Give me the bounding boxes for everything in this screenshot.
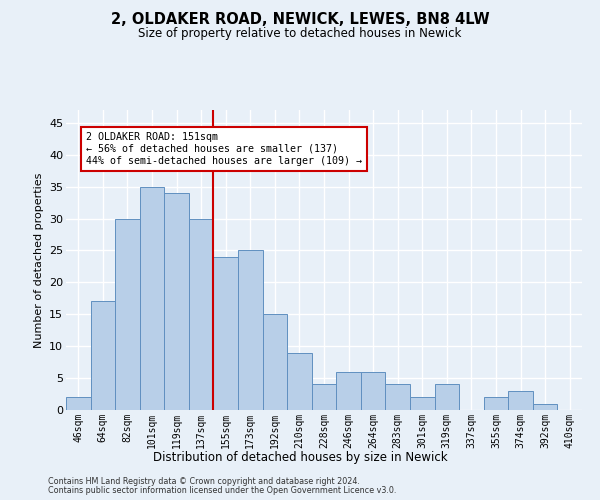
Bar <box>189 218 214 410</box>
Bar <box>434 384 459 410</box>
Text: 2 OLDAKER ROAD: 151sqm
← 56% of detached houses are smaller (137)
44% of semi-de: 2 OLDAKER ROAD: 151sqm ← 56% of detached… <box>86 132 362 166</box>
Bar <box>336 372 361 410</box>
Bar <box>238 250 263 410</box>
Bar <box>410 397 434 410</box>
Bar <box>508 391 533 410</box>
Bar <box>287 352 312 410</box>
Bar <box>140 186 164 410</box>
Bar <box>164 193 189 410</box>
Bar <box>91 302 115 410</box>
Bar <box>361 372 385 410</box>
Bar <box>263 314 287 410</box>
Y-axis label: Number of detached properties: Number of detached properties <box>34 172 44 348</box>
Bar <box>385 384 410 410</box>
Bar <box>533 404 557 410</box>
Text: 2, OLDAKER ROAD, NEWICK, LEWES, BN8 4LW: 2, OLDAKER ROAD, NEWICK, LEWES, BN8 4LW <box>110 12 490 28</box>
Text: Contains public sector information licensed under the Open Government Licence v3: Contains public sector information licen… <box>48 486 397 495</box>
Bar <box>115 218 140 410</box>
Bar <box>484 397 508 410</box>
Bar <box>66 397 91 410</box>
Text: Size of property relative to detached houses in Newick: Size of property relative to detached ho… <box>139 28 461 40</box>
Bar <box>214 257 238 410</box>
Text: Contains HM Land Registry data © Crown copyright and database right 2024.: Contains HM Land Registry data © Crown c… <box>48 477 360 486</box>
Bar <box>312 384 336 410</box>
Text: Distribution of detached houses by size in Newick: Distribution of detached houses by size … <box>152 451 448 464</box>
